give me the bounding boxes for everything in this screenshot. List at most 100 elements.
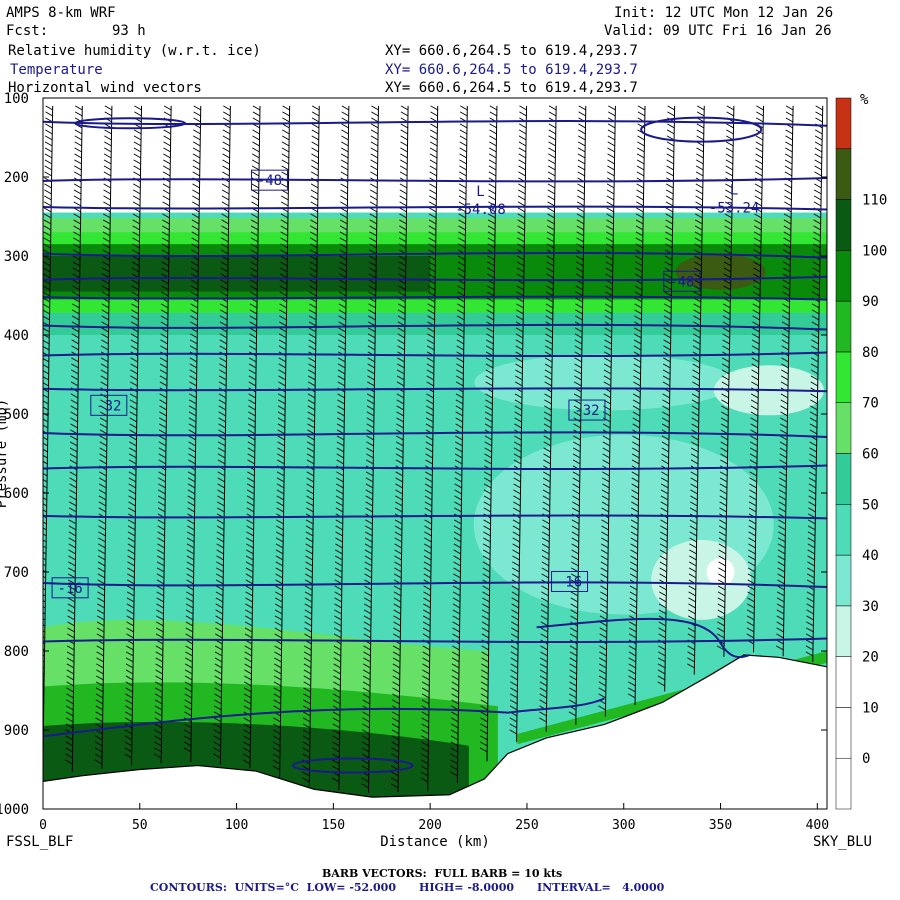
- minimum-value: -54.08: [455, 202, 506, 218]
- x-tick-label: 0: [39, 818, 47, 833]
- wind-barb-staff: [782, 105, 794, 657]
- y-axis-title: Pressure (mb): [0, 399, 10, 509]
- model-title: AMPS 8-km WRF: [6, 5, 116, 21]
- colorbar-bin: [835, 757, 852, 810]
- colorbar-label: 80: [862, 345, 879, 361]
- colorbar-bin: [835, 554, 852, 607]
- colorbar-bin: [835, 148, 852, 200]
- wind-barb-flags: [805, 105, 823, 657]
- temperature-contour: [43, 581, 827, 589]
- wind-barb-flags: [509, 105, 527, 735]
- wind-barb-staff: [71, 105, 83, 772]
- temperature-contour: [43, 295, 827, 301]
- contour-label: -48: [257, 173, 282, 189]
- colorbar-bin: [835, 250, 852, 302]
- wind-barb-flags: [687, 105, 705, 669]
- minimum-value: -53.24: [709, 201, 760, 217]
- temperature-contour: [43, 120, 827, 127]
- contour-label: -32: [96, 398, 121, 414]
- barb-legend: BARB VECTORS: FULL BARB = 10 kts: [322, 867, 563, 880]
- y-tick-label: 800: [4, 644, 29, 660]
- colorbar-label: 110: [862, 193, 887, 209]
- plot-frame: [42, 97, 828, 810]
- x-tick-label: 100: [225, 818, 248, 833]
- x-endpoint-right: SKY_BLU: [813, 834, 872, 850]
- y-tick-label: 300: [4, 249, 29, 265]
- colorbar-label: 40: [862, 548, 879, 564]
- field-temp-name: Temperature: [10, 62, 103, 78]
- colorbar-label: 90: [862, 294, 879, 310]
- temperature-contour: [43, 387, 827, 393]
- temperature-contour-cell: [291, 757, 414, 774]
- colorbar-bin: [835, 707, 852, 759]
- wind-barb-staff: [545, 105, 557, 732]
- field-wind-name: Horizontal wind vectors: [8, 80, 202, 96]
- contour-label: -48: [669, 274, 694, 290]
- field-temp-xy: XY= 660.6,264.5 to 619.4,293.7: [385, 62, 638, 78]
- temperature-contour-low: [43, 697, 605, 738]
- temperature-contour: [43, 464, 827, 470]
- contour-label: -16: [57, 581, 82, 597]
- colorbar-label: 30: [862, 599, 879, 615]
- wind-barb-staff: [101, 105, 113, 769]
- terrain-mask: [43, 654, 827, 809]
- wind-barb-flags: [657, 105, 675, 687]
- colorbar-label: 60: [862, 447, 879, 463]
- field-wind-xy: XY= 660.6,264.5 to 619.4,293.7: [385, 80, 638, 96]
- contour-label-box: [568, 399, 606, 421]
- wind-barb-staff: [367, 105, 379, 794]
- temperature-contour: [43, 323, 827, 331]
- wind-barb-staff: [664, 105, 676, 692]
- contour-label-box: [51, 577, 89, 599]
- rh-band-110-west: [43, 256, 431, 292]
- field-rh-name: Relative humidity (w.r.t. ice): [8, 43, 261, 59]
- wind-barb-staff: [338, 105, 350, 791]
- contour-label-box: [663, 270, 701, 292]
- colorbar-bin: [835, 656, 852, 708]
- x-tick-label: 250: [515, 818, 538, 833]
- valid-time: Valid: 09 UTC Fri 16 Jan 26: [604, 23, 832, 39]
- wind-barb-flags: [627, 105, 646, 699]
- terrain-surface-line: [43, 654, 827, 798]
- contour-label-box: [250, 169, 288, 191]
- wind-barb-flags: [450, 105, 468, 777]
- y-tick-label: 500: [4, 407, 29, 423]
- x-axis-title: Distance (km): [380, 834, 490, 850]
- contour-label: -32: [574, 403, 599, 419]
- contour-legend: CONTOURS: UNITS=°C LOW= -52.000 HIGH= -8…: [150, 881, 665, 894]
- x-tick-label: 150: [322, 818, 345, 833]
- rh-max-east: [675, 253, 766, 290]
- contour-label-box: [551, 570, 589, 592]
- colorbar-bin: [835, 605, 852, 657]
- wind-barb-staff: [516, 105, 528, 743]
- wind-barb-staff: [456, 105, 468, 783]
- x-tick-label: 400: [806, 818, 829, 833]
- colorbar-bin: [835, 402, 852, 454]
- contour-label-box: [90, 394, 128, 416]
- y-tick-label: 900: [4, 723, 29, 739]
- temperature-contour: [43, 431, 827, 438]
- wind-barb-staff: [397, 105, 409, 793]
- fcst-hours: 93 h: [112, 23, 146, 39]
- wind-barb-staff: [723, 105, 735, 657]
- temperature-contour: [43, 351, 827, 358]
- y-tick-label: 1000: [0, 802, 29, 818]
- init-time: Init: 12 UTC Mon 12 Jan 26: [614, 5, 834, 21]
- wind-barb-staff: [308, 105, 320, 787]
- colorbar-label: 0: [862, 751, 870, 767]
- colorbar-bin: [835, 453, 852, 505]
- colorbar-label: 50: [862, 497, 879, 513]
- temperature-contour: [43, 514, 827, 520]
- y-tick-label: 100: [4, 91, 29, 107]
- wind-barb-flags: [776, 105, 794, 651]
- temperature-contour-cell: [640, 116, 763, 143]
- y-tick-label: 200: [4, 170, 29, 186]
- wind-barb-staff: [575, 105, 587, 725]
- y-tick-label: 600: [4, 486, 29, 502]
- x-tick-label: 300: [612, 818, 635, 833]
- y-tick-label: 400: [4, 328, 29, 344]
- temperature-contour: [43, 275, 827, 282]
- wind-barb-staff: [812, 105, 824, 663]
- temperature-contour: [43, 637, 827, 643]
